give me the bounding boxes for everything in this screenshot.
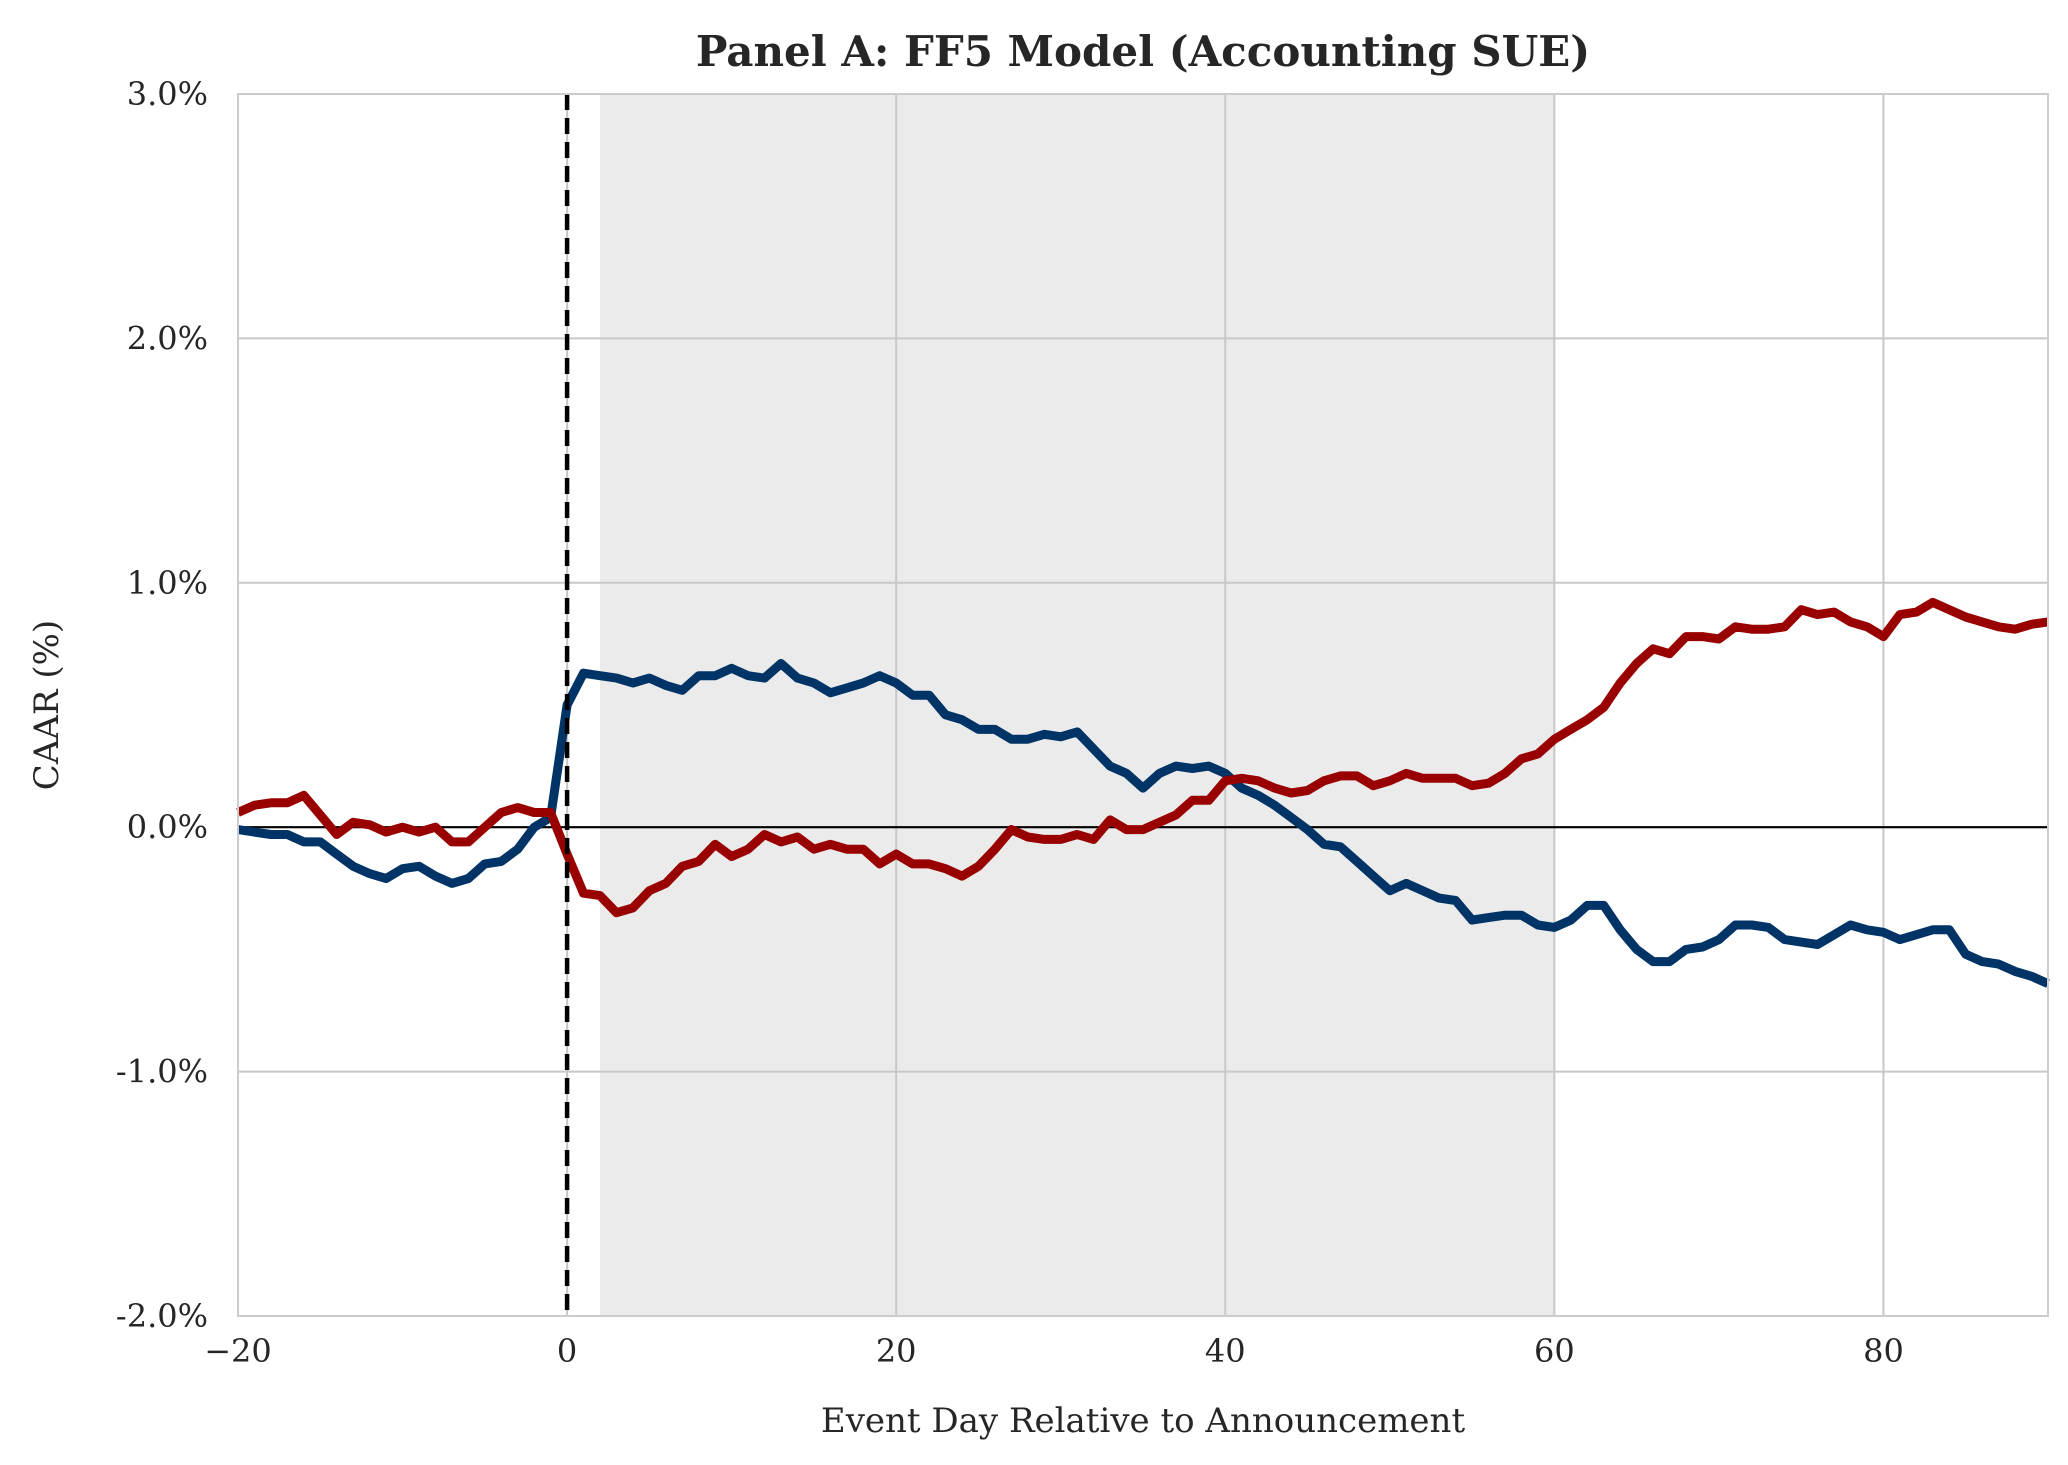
x-tick-label: 40: [1205, 1332, 1246, 1370]
y-axis-label: CAAR (%): [27, 620, 67, 790]
x-tick-label: 80: [1863, 1332, 1904, 1370]
series-line-2: [236, 597, 2049, 918]
x-tick-label: −20: [204, 1332, 272, 1370]
x-tick-labels: −20 0 20 40 60 80: [204, 1332, 1904, 1370]
x-tick-label: 0: [557, 1332, 577, 1370]
x-tick-label: 60: [1534, 1332, 1575, 1370]
shaded-region: [600, 94, 1555, 1316]
y-tick-label: 3.0%: [127, 75, 208, 113]
y-tick-label: 1.0%: [127, 564, 208, 602]
x-axis-label: Event Day Relative to Announcement: [821, 1401, 1466, 1441]
y-tick-label: 0.0%: [127, 808, 208, 846]
plot-frame: [237, 93, 2049, 1317]
x-tick-label: 20: [876, 1332, 917, 1370]
y-tick-label: 2.0%: [127, 319, 208, 357]
series-line-1: [237, 659, 2050, 988]
y-tick-label: -2.0%: [116, 1297, 208, 1335]
chart-title: Panel A: FF5 Model (Accounting SUE): [696, 27, 1590, 76]
y-tick-label: -1.0%: [116, 1053, 208, 1091]
y-tick-labels: -2.0% -1.0% 0.0% 1.0% 2.0% 3.0%: [116, 75, 208, 1335]
series-layer: [236, 597, 2050, 988]
shaded-region-layer: [600, 94, 1555, 1316]
